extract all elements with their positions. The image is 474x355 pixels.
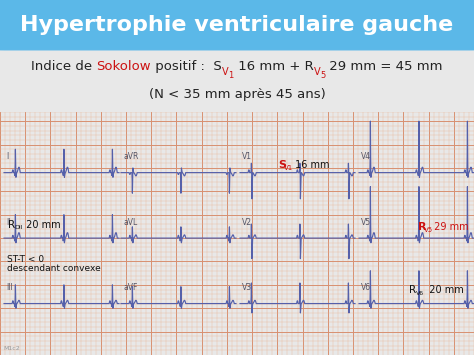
Text: V1: V1 — [242, 152, 252, 161]
Text: V6: V6 — [361, 283, 371, 292]
Text: 29 mm = 45 mm: 29 mm = 45 mm — [325, 60, 443, 72]
Text: II: II — [6, 218, 10, 226]
Text: III: III — [6, 283, 13, 292]
Text: descendant convexe: descendant convexe — [7, 264, 101, 273]
Text: Hypertrophie ventriculaire gauche: Hypertrophie ventriculaire gauche — [20, 15, 454, 35]
Text: (N < 35 mm après 45 ans): (N < 35 mm après 45 ans) — [149, 88, 325, 101]
Text: DII: DII — [14, 225, 23, 230]
Text: positif :  S: positif : S — [151, 60, 222, 72]
Text: V3: V3 — [242, 283, 252, 292]
Text: Sokolow: Sokolow — [97, 60, 151, 72]
Text: 20 mm: 20 mm — [422, 285, 463, 295]
Text: M1c2: M1c2 — [3, 346, 20, 351]
Text: S: S — [278, 160, 286, 170]
Text: 16 mm + R: 16 mm + R — [234, 60, 313, 72]
Text: V: V — [313, 66, 320, 77]
Text: 16 mm: 16 mm — [292, 160, 330, 170]
Text: I: I — [6, 152, 9, 161]
Text: V1: V1 — [284, 165, 294, 171]
FancyBboxPatch shape — [0, 0, 474, 50]
Text: R: R — [8, 220, 15, 230]
Text: 29 mm: 29 mm — [431, 222, 468, 232]
Text: Indice de: Indice de — [31, 60, 97, 72]
Text: V5: V5 — [424, 227, 433, 233]
Text: aVF: aVF — [123, 283, 137, 292]
Text: 1: 1 — [228, 71, 234, 80]
Text: V: V — [222, 66, 228, 77]
Text: V6: V6 — [416, 291, 424, 296]
Text: ST-T < 0: ST-T < 0 — [7, 255, 44, 264]
Text: aVR: aVR — [123, 152, 138, 161]
Text: V5: V5 — [361, 218, 371, 226]
Text: R: R — [410, 285, 417, 295]
Text: V2: V2 — [242, 218, 252, 226]
Text: aVL: aVL — [123, 218, 137, 226]
Text: R: R — [418, 222, 426, 232]
Text: 20 mm: 20 mm — [23, 220, 61, 230]
Text: V4: V4 — [361, 152, 371, 161]
Text: 5: 5 — [320, 71, 325, 80]
